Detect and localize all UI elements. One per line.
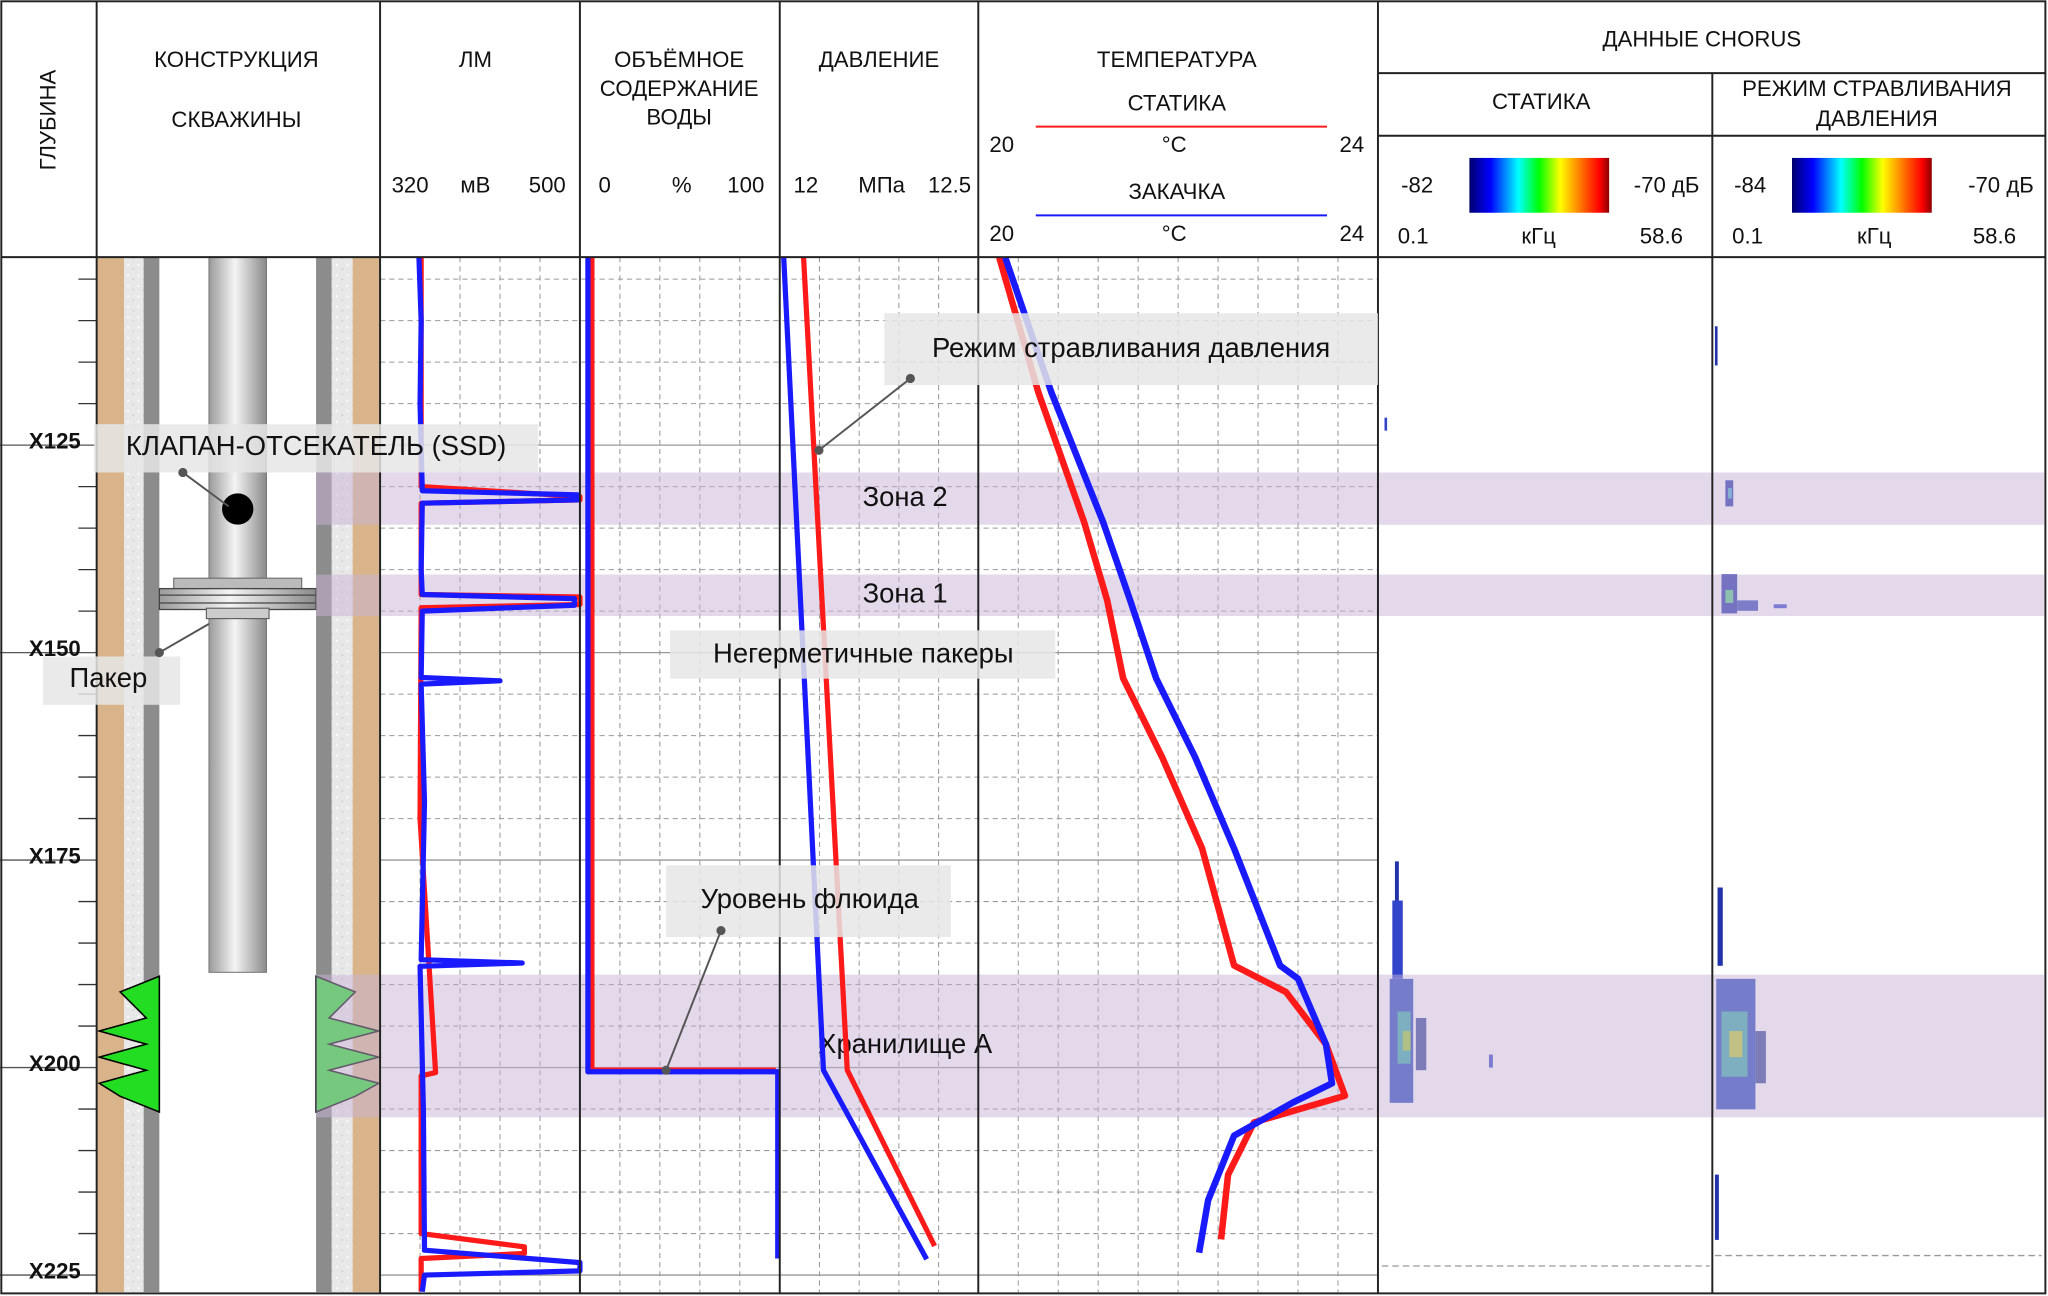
construction-label: КЛАПАН-ОТСЕКАТЕЛЬ (SSD)	[126, 430, 506, 461]
freq-unit: кГц	[1521, 223, 1556, 248]
track-title: ВОДЫ	[646, 105, 712, 130]
colorbar-min: -84	[1734, 172, 1766, 197]
curves	[416, 256, 1349, 1293]
scale-unit: °C	[1162, 221, 1187, 246]
freq-max: 58.6	[1640, 223, 1683, 248]
track-title: СОДЕРЖАНИЕ	[600, 76, 759, 101]
scale-min: 20	[989, 132, 1014, 157]
panel-title: РЕЖИМ СТРАВЛИВАНИЯ	[1742, 76, 2012, 101]
freq-unit: кГц	[1857, 223, 1892, 248]
annotation: Уровень флюида	[701, 883, 920, 914]
well-construction	[96, 256, 382, 1293]
zone	[316, 974, 2045, 1118]
pressure-curve	[781, 257, 929, 1261]
scale-min: 20	[989, 221, 1014, 246]
scale-unit: °C	[1162, 132, 1187, 157]
freq-min: 0.1	[1398, 223, 1429, 248]
annotations: Режим стравливания давления Негерметичны…	[43, 313, 1378, 1075]
scale-max: 100	[727, 172, 764, 197]
depth-label: X200	[29, 1051, 81, 1076]
colorbar-unit: дБ	[2006, 172, 2034, 197]
scale-max: 12.5	[928, 172, 971, 197]
panel-title: СТАТИКА	[1492, 89, 1591, 114]
track-title: ТЕМПЕРАТУРА	[1097, 47, 1257, 72]
construction-label: Пакер	[70, 662, 148, 693]
colorbar-max: -70 дБ	[1634, 172, 1700, 197]
scale-unit: МПа	[858, 172, 905, 197]
depth-label: X175	[29, 843, 81, 868]
depth-axis: X125 X150 X175 X200 X225	[29, 428, 81, 1283]
header: ГЛУБИНА КОНСТРУКЦИЯ СКВАЖИНЫ ЛМ 320 мВ 5…	[35, 26, 2033, 248]
scale-min: 0	[599, 172, 611, 197]
scale-min: 12	[794, 172, 819, 197]
chorus-title: ДАННЫЕ CHORUS	[1603, 26, 1802, 51]
annotation: Режим стравливания давления	[932, 332, 1330, 363]
colorbar-min: -82	[1401, 172, 1433, 197]
zone	[316, 472, 2045, 525]
scale-unit: мВ	[460, 172, 490, 197]
freq-max: 58.6	[1973, 223, 2016, 248]
scale-min: 320	[392, 172, 429, 197]
zone-label: Зона 1	[863, 578, 948, 609]
zone-label: Зона 2	[863, 481, 948, 512]
track-title: ДАВЛЕНИЕ	[819, 47, 940, 72]
panel-title: ДАВЛЕНИЯ	[1816, 106, 1938, 131]
track-title: КОНСТРУКЦИЯ	[154, 47, 319, 72]
scale-max: 500	[529, 172, 566, 197]
lm-curve	[416, 257, 583, 1293]
colorbar-max: -70 дБ	[1968, 172, 2034, 197]
depth-label: X150	[29, 636, 81, 661]
zone	[316, 574, 2045, 617]
colorbar-max: -70	[1634, 172, 1666, 197]
depth-label: X125	[29, 428, 81, 453]
legend-label: СТАТИКА	[1128, 90, 1227, 115]
depth-title: ГЛУБИНА	[35, 70, 60, 171]
freq-min: 0.1	[1732, 223, 1763, 248]
track-title: ОБЪЁМНОЕ	[614, 47, 744, 72]
scale-max: 24	[1339, 221, 1364, 246]
annotation: Негерметичные пакеры	[713, 637, 1014, 668]
colorbar-unit: дБ	[1672, 172, 1700, 197]
temperature-curve	[1002, 256, 1336, 1254]
track-title: СКВАЖИНЫ	[171, 107, 301, 132]
depth-label: X225	[29, 1258, 81, 1283]
scale-max: 24	[1339, 132, 1364, 157]
track-title: ЛМ	[459, 47, 492, 72]
legend-label: ЗАКАЧКА	[1128, 179, 1225, 204]
pressure-curve	[800, 257, 937, 1248]
colorbar	[1792, 157, 1932, 213]
water-curve	[585, 257, 781, 1259]
colorbar-max: -70	[1968, 172, 2000, 197]
scale-unit: %	[672, 172, 692, 197]
colorbar	[1469, 157, 1610, 213]
